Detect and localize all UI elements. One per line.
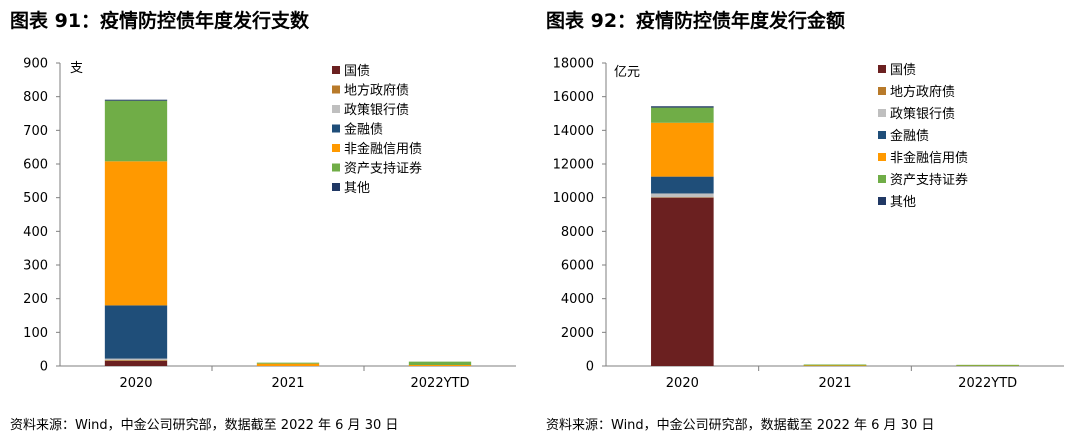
chart-2-y-tick-label: 12000 — [553, 158, 594, 173]
chart-1-x-tick-label: 2020 — [119, 376, 152, 391]
chart-2-y-tick-label: 0 — [586, 360, 594, 375]
chart-1-legend-label: 金融债 — [344, 122, 383, 138]
chart-1-legend-swatch — [332, 124, 340, 133]
chart-2-bar-2021-series-5 — [803, 364, 867, 366]
chart-2-x-tick-label: 2021 — [818, 376, 851, 391]
chart-2-legend-swatch — [878, 109, 886, 117]
chart-1-legend-label: 资产支持证券 — [344, 161, 422, 177]
chart-2-y-tick-label: 16000 — [553, 90, 594, 105]
chart-2-legend-label: 地方政府债 — [890, 84, 955, 100]
chart-2-legend-label: 金融债 — [890, 128, 929, 144]
chart-1-bar-2020-series-1 — [104, 359, 168, 361]
chart-2-legend-label: 政策银行债 — [890, 106, 955, 122]
chart-1-legend-swatch — [332, 163, 340, 172]
chart-1-bar-2020-series-3 — [104, 305, 168, 359]
chart-1-bar-2021-series-4 — [256, 363, 320, 366]
chart-1-y-tick-label: 100 — [23, 326, 48, 341]
chart-1-y-axis-label: 支 — [70, 61, 83, 76]
chart-1-bar-2020-series-5 — [104, 100, 168, 162]
chart-2-bar-2020-series-3 — [651, 176, 714, 194]
chart-1-y-tick-label: 300 — [23, 259, 48, 274]
chart-1-x-tick-label: 2021 — [271, 376, 304, 391]
chart-1-y-tick-label: 500 — [23, 191, 48, 206]
chart-2-y-tick-label: 4000 — [561, 292, 594, 307]
chart-2-legend-label: 其他 — [890, 195, 916, 210]
chart-2-bar-2020-series-5 — [651, 107, 714, 123]
chart-2-x-tick-label: 2022YTD — [958, 376, 1017, 391]
chart-1-legend-swatch — [332, 66, 340, 74]
chart-2-legend-swatch — [878, 197, 886, 205]
chart-2-y-tick-label: 2000 — [561, 326, 594, 341]
chart-2-x-tick-label: 2020 — [666, 376, 699, 391]
chart-1-y-tick-label: 600 — [23, 158, 48, 173]
chart-2-legend-swatch — [878, 131, 886, 139]
chart-2-legend-swatch — [878, 87, 886, 95]
chart-1-bar-2020-series-2 — [104, 358, 168, 361]
chart-2-y-tick-label: 8000 — [561, 225, 594, 240]
chart-2-y-tick-label: 14000 — [553, 124, 594, 139]
chart-1-bar-2021-series-5 — [256, 362, 320, 364]
chart-2-bar-2020-series-4 — [651, 122, 714, 177]
chart-2-y-axis-label: 亿元 — [614, 65, 640, 80]
chart-2-bar-2021-series-4 — [803, 365, 867, 366]
chart-2-legend-swatch — [878, 153, 886, 161]
chart-1-bar-2020-series-4 — [104, 161, 168, 306]
chart-1-y-tick-label: 800 — [23, 90, 48, 105]
chart-2-bar-2020-series-6 — [651, 106, 714, 108]
chart-2-y-tick-label: 6000 — [561, 259, 594, 274]
chart-1-y-tick-label: 400 — [23, 225, 48, 240]
chart-1-title: 图表 91：疫情防控债年度发行支数 — [10, 10, 310, 32]
chart-1-legend-swatch — [332, 183, 340, 191]
chart-1-legend-label: 地方政府债 — [344, 83, 409, 99]
chart-2-legend-swatch — [878, 175, 886, 183]
chart-1-bar-2020-series-0 — [104, 360, 168, 366]
chart-2-title: 图表 92：疫情防控债年度发行金额 — [546, 10, 846, 32]
chart-1-bar-2020-series-6 — [104, 99, 168, 101]
chart-1-y-tick-label: 0 — [40, 360, 48, 375]
chart-1-legend-label: 政策银行债 — [344, 102, 409, 118]
chart-2-legend-label: 国债 — [890, 63, 916, 78]
chart-2-bar-2020-series-2 — [651, 193, 714, 198]
chart-2-bar-2022YTD-series-5 — [956, 364, 1019, 366]
chart-1-legend-swatch — [332, 85, 340, 94]
chart-1-legend-label: 其他 — [344, 181, 370, 196]
chart-1-source: 资料来源：Wind，中金公司研究部，数据截至 2022 年 6 月 30 日 — [10, 418, 399, 433]
chart-1-bar-2022YTD-series-4 — [408, 364, 472, 366]
chart-1-legend-swatch — [332, 144, 340, 152]
chart-2-legend-label: 非金融信用债 — [890, 150, 968, 166]
chart-1-legend-label: 非金融信用债 — [344, 141, 422, 157]
chart-2-y-tick-label: 10000 — [553, 191, 594, 206]
chart-2-y-tick-label: 18000 — [553, 57, 594, 72]
chart-2-legend-label: 资产支持证券 — [890, 172, 968, 188]
chart-1-legend-swatch — [332, 105, 340, 113]
chart-2-source: 资料来源：Wind，中金公司研究部，数据截至 2022 年 6 月 30 日 — [546, 418, 935, 433]
chart-1-y-tick-label: 900 — [23, 57, 48, 72]
chart-1-y-tick-label: 200 — [23, 292, 48, 307]
chart-1-y-tick-label: 700 — [23, 124, 48, 139]
chart-2-legend-swatch — [878, 65, 886, 73]
chart-1-legend-label: 国债 — [344, 64, 370, 79]
chart-1-bar-2022YTD-series-5 — [408, 361, 472, 365]
chart-2-bar-2020-series-0 — [651, 197, 714, 366]
chart-1-x-tick-label: 2022YTD — [411, 376, 470, 391]
